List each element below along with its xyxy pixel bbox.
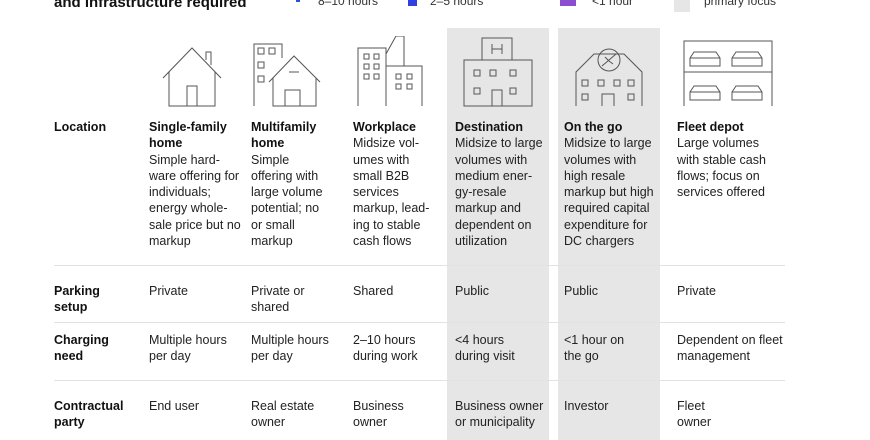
party-cell: Business owner <box>353 399 404 430</box>
charging-cell: <4 hours during visit <box>455 333 515 364</box>
charging-cell: 2–10 hours during work <box>353 333 418 364</box>
column-description: Midsize to large volumes with medium ene… <box>455 136 543 249</box>
fleet-depot-icon <box>683 40 773 106</box>
parking-cell: Private or shared <box>251 284 305 315</box>
legend-swatch-primary-focus <box>674 0 690 12</box>
location-cell-destination: Destination Midsize to large volumes wit… <box>455 119 547 249</box>
parking-cell: Private <box>149 284 188 298</box>
location-cell-multifamily: Multifamily home Simple offering with la… <box>251 119 331 249</box>
legend-swatch-8-10h <box>296 0 300 2</box>
workplace-icon <box>357 36 423 106</box>
charging-cell: Multiple hours per day <box>251 333 329 364</box>
party-cell: Real estate owner <box>251 399 315 430</box>
row-label-location: Location <box>54 120 107 134</box>
charging-cell: Dependent on fleet management <box>677 333 783 364</box>
location-cell-fleet-depot: Fleet depot Large volumes with stable ca… <box>677 119 779 200</box>
column-description: Midsize to large volumes with high resal… <box>564 136 654 249</box>
legend-swatch-2-5h <box>408 0 417 6</box>
party-cell: Business owner or municipality <box>455 399 544 430</box>
legend-label-8-10h: 8–10 hours <box>318 0 379 8</box>
party-cell: Fleet owner <box>677 399 712 430</box>
column-name: On the go <box>564 120 623 134</box>
column-name: Fleet depot <box>677 120 744 134</box>
legend-swatch-1h <box>560 0 576 6</box>
column-name: Single-family home <box>149 120 227 151</box>
primary-focus-column-on-the-go <box>558 28 660 440</box>
legend-label-primary-focus: primary focus <box>704 0 777 8</box>
parking-cell: Private <box>677 284 716 298</box>
row-divider <box>54 380 785 381</box>
column-description: Midsize vol-umes with small B2B services… <box>353 136 430 249</box>
column-description: Large volumes with stable cash flows; fo… <box>677 136 766 200</box>
parking-cell: Shared <box>353 284 394 298</box>
row-label-contractual-party: Contractual party <box>54 399 124 430</box>
row-label-parking-setup: Parking setup <box>54 284 100 315</box>
single-family-home-icon <box>162 47 222 107</box>
parking-cell: Public <box>564 284 599 298</box>
parking-cell: Public <box>455 284 490 298</box>
charging-cell: <1 hour on the go <box>564 333 625 364</box>
location-cell-workplace: Workplace Midsize vol-umes with small B2… <box>353 119 437 249</box>
legend-label-2-5h: 2–5 hours <box>430 0 484 8</box>
column-description: Simple offering with large volume potent… <box>251 152 323 249</box>
party-cell: Investor <box>564 399 609 413</box>
column-description: Simple hard-ware offering for individual… <box>149 152 241 249</box>
column-name: Workplace <box>353 120 416 134</box>
column-name: Multifamily home <box>251 120 317 151</box>
column-name: Destination <box>455 120 524 134</box>
figure-title: and infrastructure required <box>54 0 247 11</box>
on-the-go-icon <box>575 48 643 106</box>
destination-icon <box>463 37 533 107</box>
location-cell-on-the-go: On the go Midsize to large volumes with … <box>564 119 659 249</box>
row-label-charging-need: Charging need <box>54 333 109 364</box>
multifamily-home-icon <box>253 43 321 107</box>
row-divider <box>54 265 785 266</box>
party-cell: End user <box>149 399 200 413</box>
row-divider <box>54 322 785 323</box>
legend-label-1h: <1 hour <box>592 0 634 8</box>
charging-cell: Multiple hours per day <box>149 333 227 364</box>
location-cell-single-family: Single-family home Simple hard-ware offe… <box>149 119 241 249</box>
